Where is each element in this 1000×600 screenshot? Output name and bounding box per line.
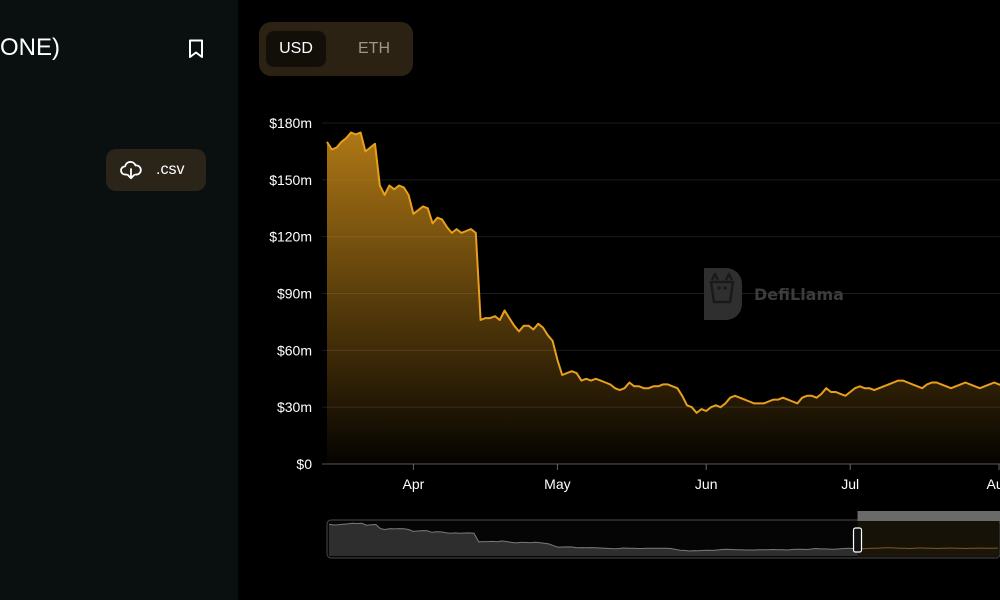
bookmark-icon — [189, 39, 203, 58]
y-tick-label: $180m — [269, 115, 312, 131]
left-panel: ONE) .csv — [0, 0, 238, 600]
brush-mini-area — [329, 523, 998, 556]
y-tick-label: $60m — [277, 342, 312, 358]
area-fill — [327, 132, 1000, 464]
llama-logo-icon — [704, 268, 742, 320]
page-title: ONE) — [0, 34, 60, 61]
csv-label: .csv — [156, 161, 185, 178]
y-tick-label: $0 — [296, 456, 312, 472]
range-brush[interactable] — [326, 511, 1000, 559]
y-tick-label: $150m — [269, 172, 312, 188]
cloud-download-icon — [120, 161, 142, 180]
x-tick-label: Aug — [987, 476, 1000, 492]
y-tick-label: $120m — [269, 229, 312, 245]
x-tick-label: May — [544, 476, 570, 492]
currency-toggle: USD ETH — [259, 22, 413, 76]
watermark: DefiLlama — [704, 268, 844, 320]
y-axis: $0 $30m $60m $90m $120m $150m $180m — [269, 115, 312, 472]
bookmark-button[interactable] — [184, 36, 208, 62]
toggle-eth[interactable]: ETH — [358, 40, 390, 57]
brush-selection — [857, 521, 999, 557]
series-line — [326, 131, 1000, 414]
y-tick-label: $30m — [277, 399, 312, 415]
download-csv-button[interactable]: .csv — [106, 149, 206, 191]
x-axis: Apr May Jun Jul Aug — [403, 464, 1000, 492]
watermark-text: DefiLlama — [754, 285, 844, 304]
x-tick-label: Jul — [841, 476, 859, 492]
toggle-usd[interactable]: USD — [266, 31, 326, 67]
brush-left-handle[interactable] — [852, 527, 863, 553]
brush-selection-line — [857, 547, 999, 550]
y-tick-label: $90m — [277, 286, 312, 302]
x-tick-label: Jun — [695, 476, 718, 492]
brush-selection-bar[interactable] — [857, 511, 1000, 521]
x-tick-label: Apr — [403, 476, 425, 492]
